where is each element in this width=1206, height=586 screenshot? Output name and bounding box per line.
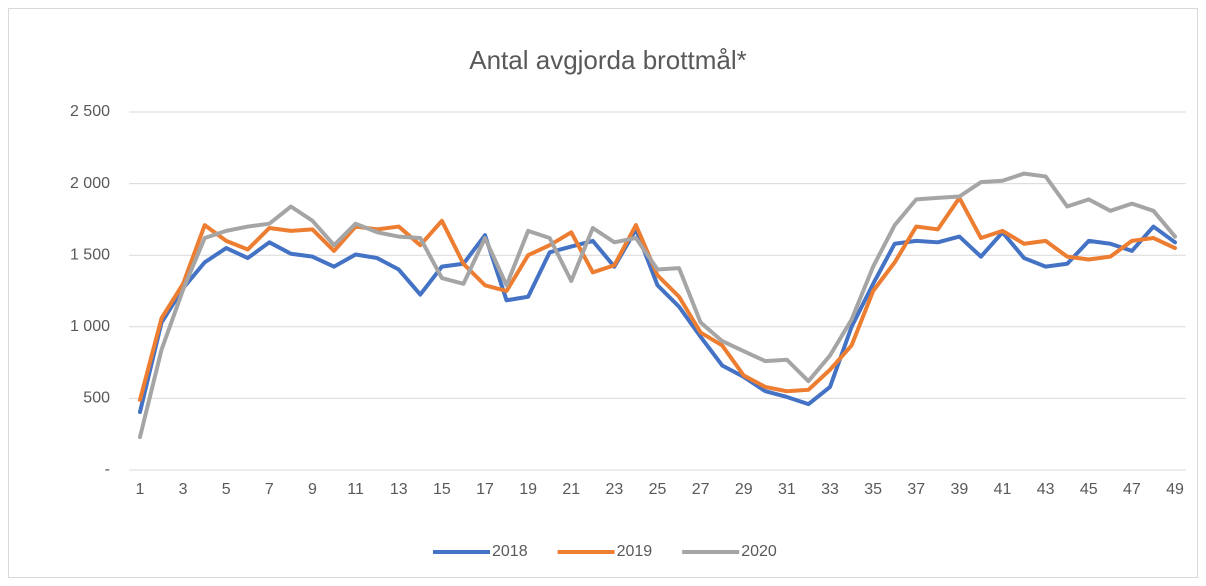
x-tick-label: 1 bbox=[136, 481, 145, 498]
x-tick-label: 15 bbox=[433, 481, 451, 498]
x-tick-label: 27 bbox=[692, 481, 710, 498]
x-tick-label: 23 bbox=[605, 481, 623, 498]
y-tick-label: 2 500 bbox=[70, 103, 110, 120]
x-tick-label: 17 bbox=[476, 481, 494, 498]
x-tick-label: 45 bbox=[1080, 481, 1098, 498]
x-tick-label: 41 bbox=[994, 481, 1012, 498]
legend-label: 2018 bbox=[492, 543, 528, 560]
x-tick-label: 49 bbox=[1166, 481, 1184, 498]
y-tick-label: 1 500 bbox=[70, 246, 110, 263]
x-tick-label: 31 bbox=[778, 481, 796, 498]
legend-label: 2019 bbox=[617, 543, 653, 560]
x-tick-label: 13 bbox=[390, 481, 408, 498]
x-tick-label: 19 bbox=[519, 481, 537, 498]
series-line bbox=[137, 171, 1178, 440]
legend-label: 2020 bbox=[741, 543, 777, 560]
x-tick-label: 35 bbox=[864, 481, 882, 498]
y-tick-label: 2 000 bbox=[70, 175, 110, 192]
x-tick-label: 9 bbox=[308, 481, 317, 498]
y-tick-label: 1 000 bbox=[70, 318, 110, 335]
x-tick-label: 7 bbox=[265, 481, 274, 498]
x-tick-label: 29 bbox=[735, 481, 753, 498]
x-tick-label: 47 bbox=[1123, 481, 1141, 498]
x-tick-label: 37 bbox=[907, 481, 925, 498]
chart-border bbox=[8, 8, 1198, 578]
y-tick-label: 500 bbox=[83, 390, 110, 407]
chart-title: Antal avgjorda brottmål* bbox=[469, 45, 746, 75]
x-tick-label: 21 bbox=[562, 481, 580, 498]
x-tick-label: 5 bbox=[222, 481, 231, 498]
x-tick-label: 25 bbox=[649, 481, 667, 498]
x-tick-label: 3 bbox=[179, 481, 188, 498]
x-tick-label: 11 bbox=[347, 481, 364, 498]
y-tick-label: - bbox=[105, 461, 110, 478]
x-tick-label: 33 bbox=[821, 481, 839, 498]
x-tick-label: 43 bbox=[1037, 481, 1055, 498]
series-line bbox=[137, 195, 1178, 402]
x-tick-label: 39 bbox=[950, 481, 968, 498]
